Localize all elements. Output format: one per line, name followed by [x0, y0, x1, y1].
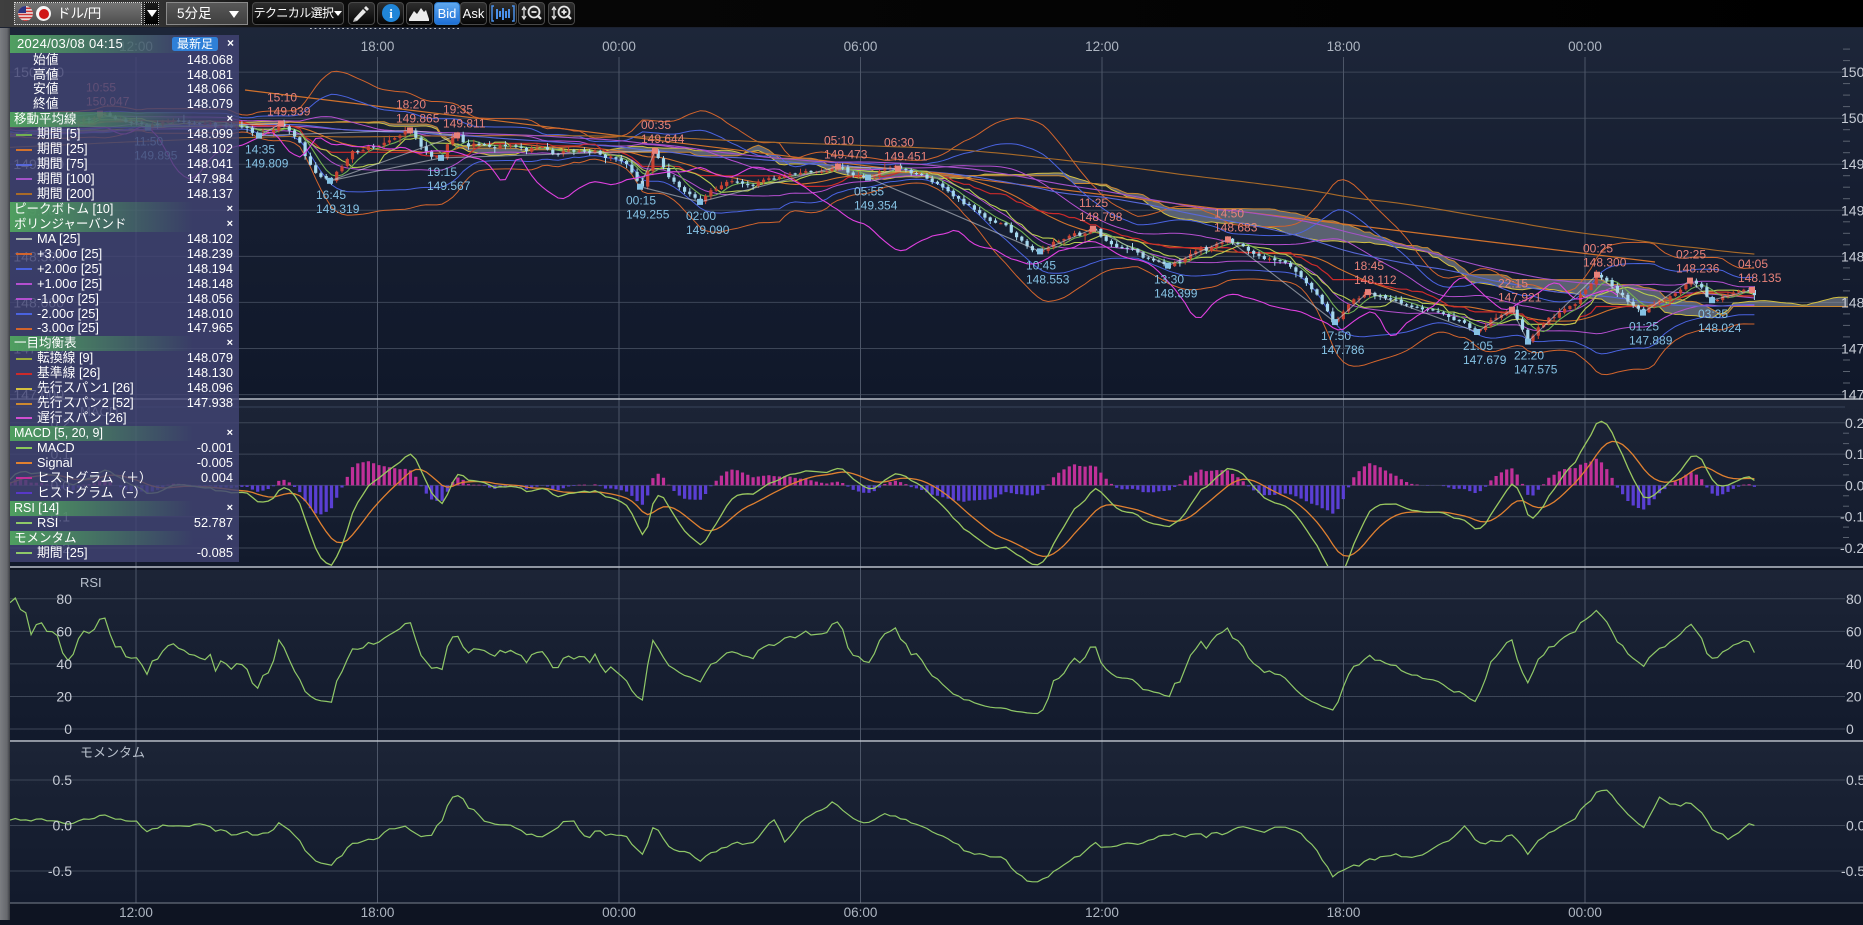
svg-text:149.319: 149.319 [316, 202, 360, 216]
svg-text:148.000: 148.000 [1841, 294, 1863, 310]
svg-text:00:00: 00:00 [1568, 39, 1602, 54]
svg-text:149.939: 149.939 [267, 105, 311, 119]
svg-text:150.500: 150.500 [1841, 64, 1863, 80]
svg-text:148.300: 148.300 [1583, 256, 1627, 270]
svg-text:03:35: 03:35 [1698, 307, 1728, 321]
svg-text:00:00: 00:00 [602, 905, 636, 920]
svg-text:40: 40 [56, 656, 72, 672]
svg-text:18:00: 18:00 [1327, 905, 1361, 920]
svg-text:05:10: 05:10 [824, 134, 854, 148]
svg-text:149.809: 149.809 [245, 157, 289, 171]
svg-text:01:25: 01:25 [1629, 320, 1659, 334]
svg-text:149.811: 149.811 [443, 116, 486, 130]
svg-text:-0.5: -0.5 [1841, 863, 1863, 879]
svg-text:60: 60 [56, 623, 72, 639]
svg-text:148.024: 148.024 [1698, 321, 1742, 335]
svg-text:147.921: 147.921 [1498, 291, 1542, 305]
svg-text:147.575: 147.575 [1514, 363, 1558, 377]
svg-text:22:15: 22:15 [1498, 277, 1528, 291]
svg-text:02:00: 02:00 [686, 209, 716, 223]
svg-text:06:30: 06:30 [884, 136, 914, 150]
svg-text:02:25: 02:25 [1676, 248, 1706, 262]
svg-text:12:00: 12:00 [1085, 905, 1119, 920]
svg-text:149.865: 149.865 [396, 111, 440, 125]
svg-text:-0.2: -0.2 [1840, 540, 1863, 556]
svg-text:06:00: 06:00 [844, 39, 878, 54]
svg-text:14:35: 14:35 [245, 143, 275, 157]
svg-text:10:45: 10:45 [1026, 258, 1056, 272]
svg-text:0.0: 0.0 [53, 818, 73, 834]
svg-text:18:20: 18:20 [396, 97, 426, 111]
svg-text:147.500: 147.500 [1841, 341, 1863, 357]
svg-text:-0.1: -0.1 [1840, 509, 1863, 525]
svg-text:18:00: 18:00 [361, 905, 395, 920]
svg-text:00:15: 00:15 [626, 194, 656, 208]
svg-text:149.500: 149.500 [1841, 156, 1863, 172]
svg-text:00:25: 00:25 [1583, 242, 1613, 256]
svg-text:00:00: 00:00 [602, 39, 636, 54]
svg-text:60: 60 [1846, 623, 1862, 639]
svg-text:148.553: 148.553 [1026, 272, 1070, 286]
svg-text:150.000: 150.000 [1841, 110, 1863, 126]
svg-text:148.236: 148.236 [1676, 262, 1720, 276]
svg-text:18:00: 18:00 [361, 39, 395, 54]
svg-text:20: 20 [56, 689, 72, 705]
svg-text:22:20: 22:20 [1514, 349, 1544, 363]
svg-text:149.644: 149.644 [641, 132, 685, 146]
svg-text:05:55: 05:55 [854, 185, 884, 199]
svg-text:149.451: 149.451 [884, 150, 928, 164]
svg-text:148.683: 148.683 [1214, 220, 1258, 234]
svg-text:0.5: 0.5 [1846, 772, 1863, 788]
svg-text:19:35: 19:35 [443, 102, 473, 116]
svg-text:17:50: 17:50 [1321, 329, 1351, 343]
svg-text:148.798: 148.798 [1079, 210, 1123, 224]
svg-text:i: i [389, 6, 393, 21]
svg-text:147.679: 147.679 [1463, 353, 1507, 367]
svg-text:モメンタム: モメンタム [80, 745, 145, 760]
svg-text:04:05: 04:05 [1738, 257, 1768, 271]
svg-text:149.255: 149.255 [626, 208, 670, 222]
svg-text:06:00: 06:00 [844, 905, 878, 920]
svg-text:0.5: 0.5 [53, 772, 73, 788]
svg-text:RSI: RSI [80, 575, 102, 590]
svg-text:149.473: 149.473 [824, 148, 868, 162]
svg-text:0: 0 [64, 721, 72, 737]
svg-text:149.354: 149.354 [854, 199, 898, 213]
svg-text:18:45: 18:45 [1354, 259, 1384, 273]
svg-text:16:45: 16:45 [316, 188, 346, 202]
svg-text:0: 0 [1846, 721, 1854, 737]
svg-text:00:00: 00:00 [1568, 905, 1602, 920]
svg-text:00:35: 00:35 [641, 118, 671, 132]
svg-text:148.500: 148.500 [1841, 248, 1863, 264]
svg-text:15:10: 15:10 [267, 91, 297, 105]
svg-text:149.567: 149.567 [427, 179, 471, 193]
svg-text:147.889: 147.889 [1629, 334, 1673, 348]
svg-text:148.399: 148.399 [1154, 287, 1198, 301]
svg-text:0.2: 0.2 [1845, 415, 1863, 431]
svg-text:12:00: 12:00 [1085, 39, 1119, 54]
svg-text:21:05: 21:05 [1463, 339, 1493, 353]
svg-text:19:15: 19:15 [427, 165, 457, 179]
svg-text:148.135: 148.135 [1738, 271, 1782, 285]
svg-text:18:00: 18:00 [1327, 39, 1361, 54]
svg-text:13:30: 13:30 [1154, 273, 1184, 287]
svg-text:12:00: 12:00 [119, 905, 153, 920]
svg-text:20: 20 [1846, 689, 1862, 705]
svg-text:0.0: 0.0 [1845, 477, 1863, 493]
svg-text:80: 80 [1846, 591, 1862, 607]
svg-text:40: 40 [1846, 656, 1862, 672]
svg-text:148.112: 148.112 [1354, 273, 1397, 287]
svg-text:11:25: 11:25 [1079, 196, 1108, 210]
svg-text:149.090: 149.090 [686, 223, 730, 237]
svg-text:0.0: 0.0 [1846, 818, 1863, 834]
svg-text:-0.5: -0.5 [48, 863, 72, 879]
svg-text:149.000: 149.000 [1841, 202, 1863, 218]
svg-text:147.786: 147.786 [1321, 343, 1365, 357]
svg-text:14:50: 14:50 [1214, 206, 1244, 220]
svg-text:0.1: 0.1 [1845, 446, 1863, 462]
svg-text:80: 80 [56, 591, 72, 607]
svg-text:147.000: 147.000 [1841, 387, 1863, 403]
